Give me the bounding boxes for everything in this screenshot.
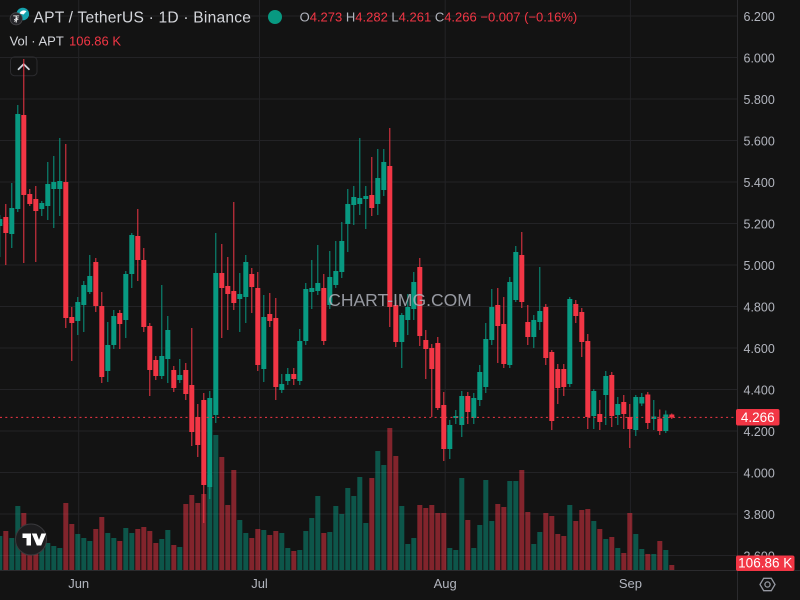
svg-text:₮: ₮ xyxy=(13,14,20,26)
svg-text:5.000: 5.000 xyxy=(744,259,775,273)
svg-text:CHART-IMG.COM: CHART-IMG.COM xyxy=(328,290,472,310)
svg-text:4.266: 4.266 xyxy=(741,410,775,425)
svg-text:APT / TetherUS · 1D · Binance: APT / TetherUS · 1D · Binance xyxy=(34,9,252,26)
svg-text:Vol · APT: Vol · APT xyxy=(10,33,64,48)
svg-text:5.800: 5.800 xyxy=(744,93,775,107)
svg-text:3.800: 3.800 xyxy=(744,508,775,522)
svg-text:5.200: 5.200 xyxy=(744,217,775,231)
svg-text:5.400: 5.400 xyxy=(744,176,775,190)
svg-text:Aug: Aug xyxy=(434,576,457,591)
svg-text:O4.273 H4.282 L4.261 C4.266: O4.273 H4.282 L4.261 C4.266 −0.007 (−0.1… xyxy=(300,10,578,25)
svg-text:Sep: Sep xyxy=(619,576,642,591)
svg-text:4.800: 4.800 xyxy=(744,300,775,314)
svg-text:4.600: 4.600 xyxy=(744,342,775,356)
svg-text:4.400: 4.400 xyxy=(744,383,775,397)
svg-text:6.000: 6.000 xyxy=(744,51,775,65)
svg-text:106.86 K: 106.86 K xyxy=(69,33,121,48)
svg-text:6.200: 6.200 xyxy=(744,10,775,24)
svg-text:Jul: Jul xyxy=(251,576,268,591)
svg-text:Jun: Jun xyxy=(68,576,89,591)
svg-text:106.86 K: 106.86 K xyxy=(738,556,792,571)
svg-text:5.600: 5.600 xyxy=(744,134,775,148)
svg-text:4.200: 4.200 xyxy=(744,425,775,439)
svg-text:4.000: 4.000 xyxy=(744,466,775,480)
